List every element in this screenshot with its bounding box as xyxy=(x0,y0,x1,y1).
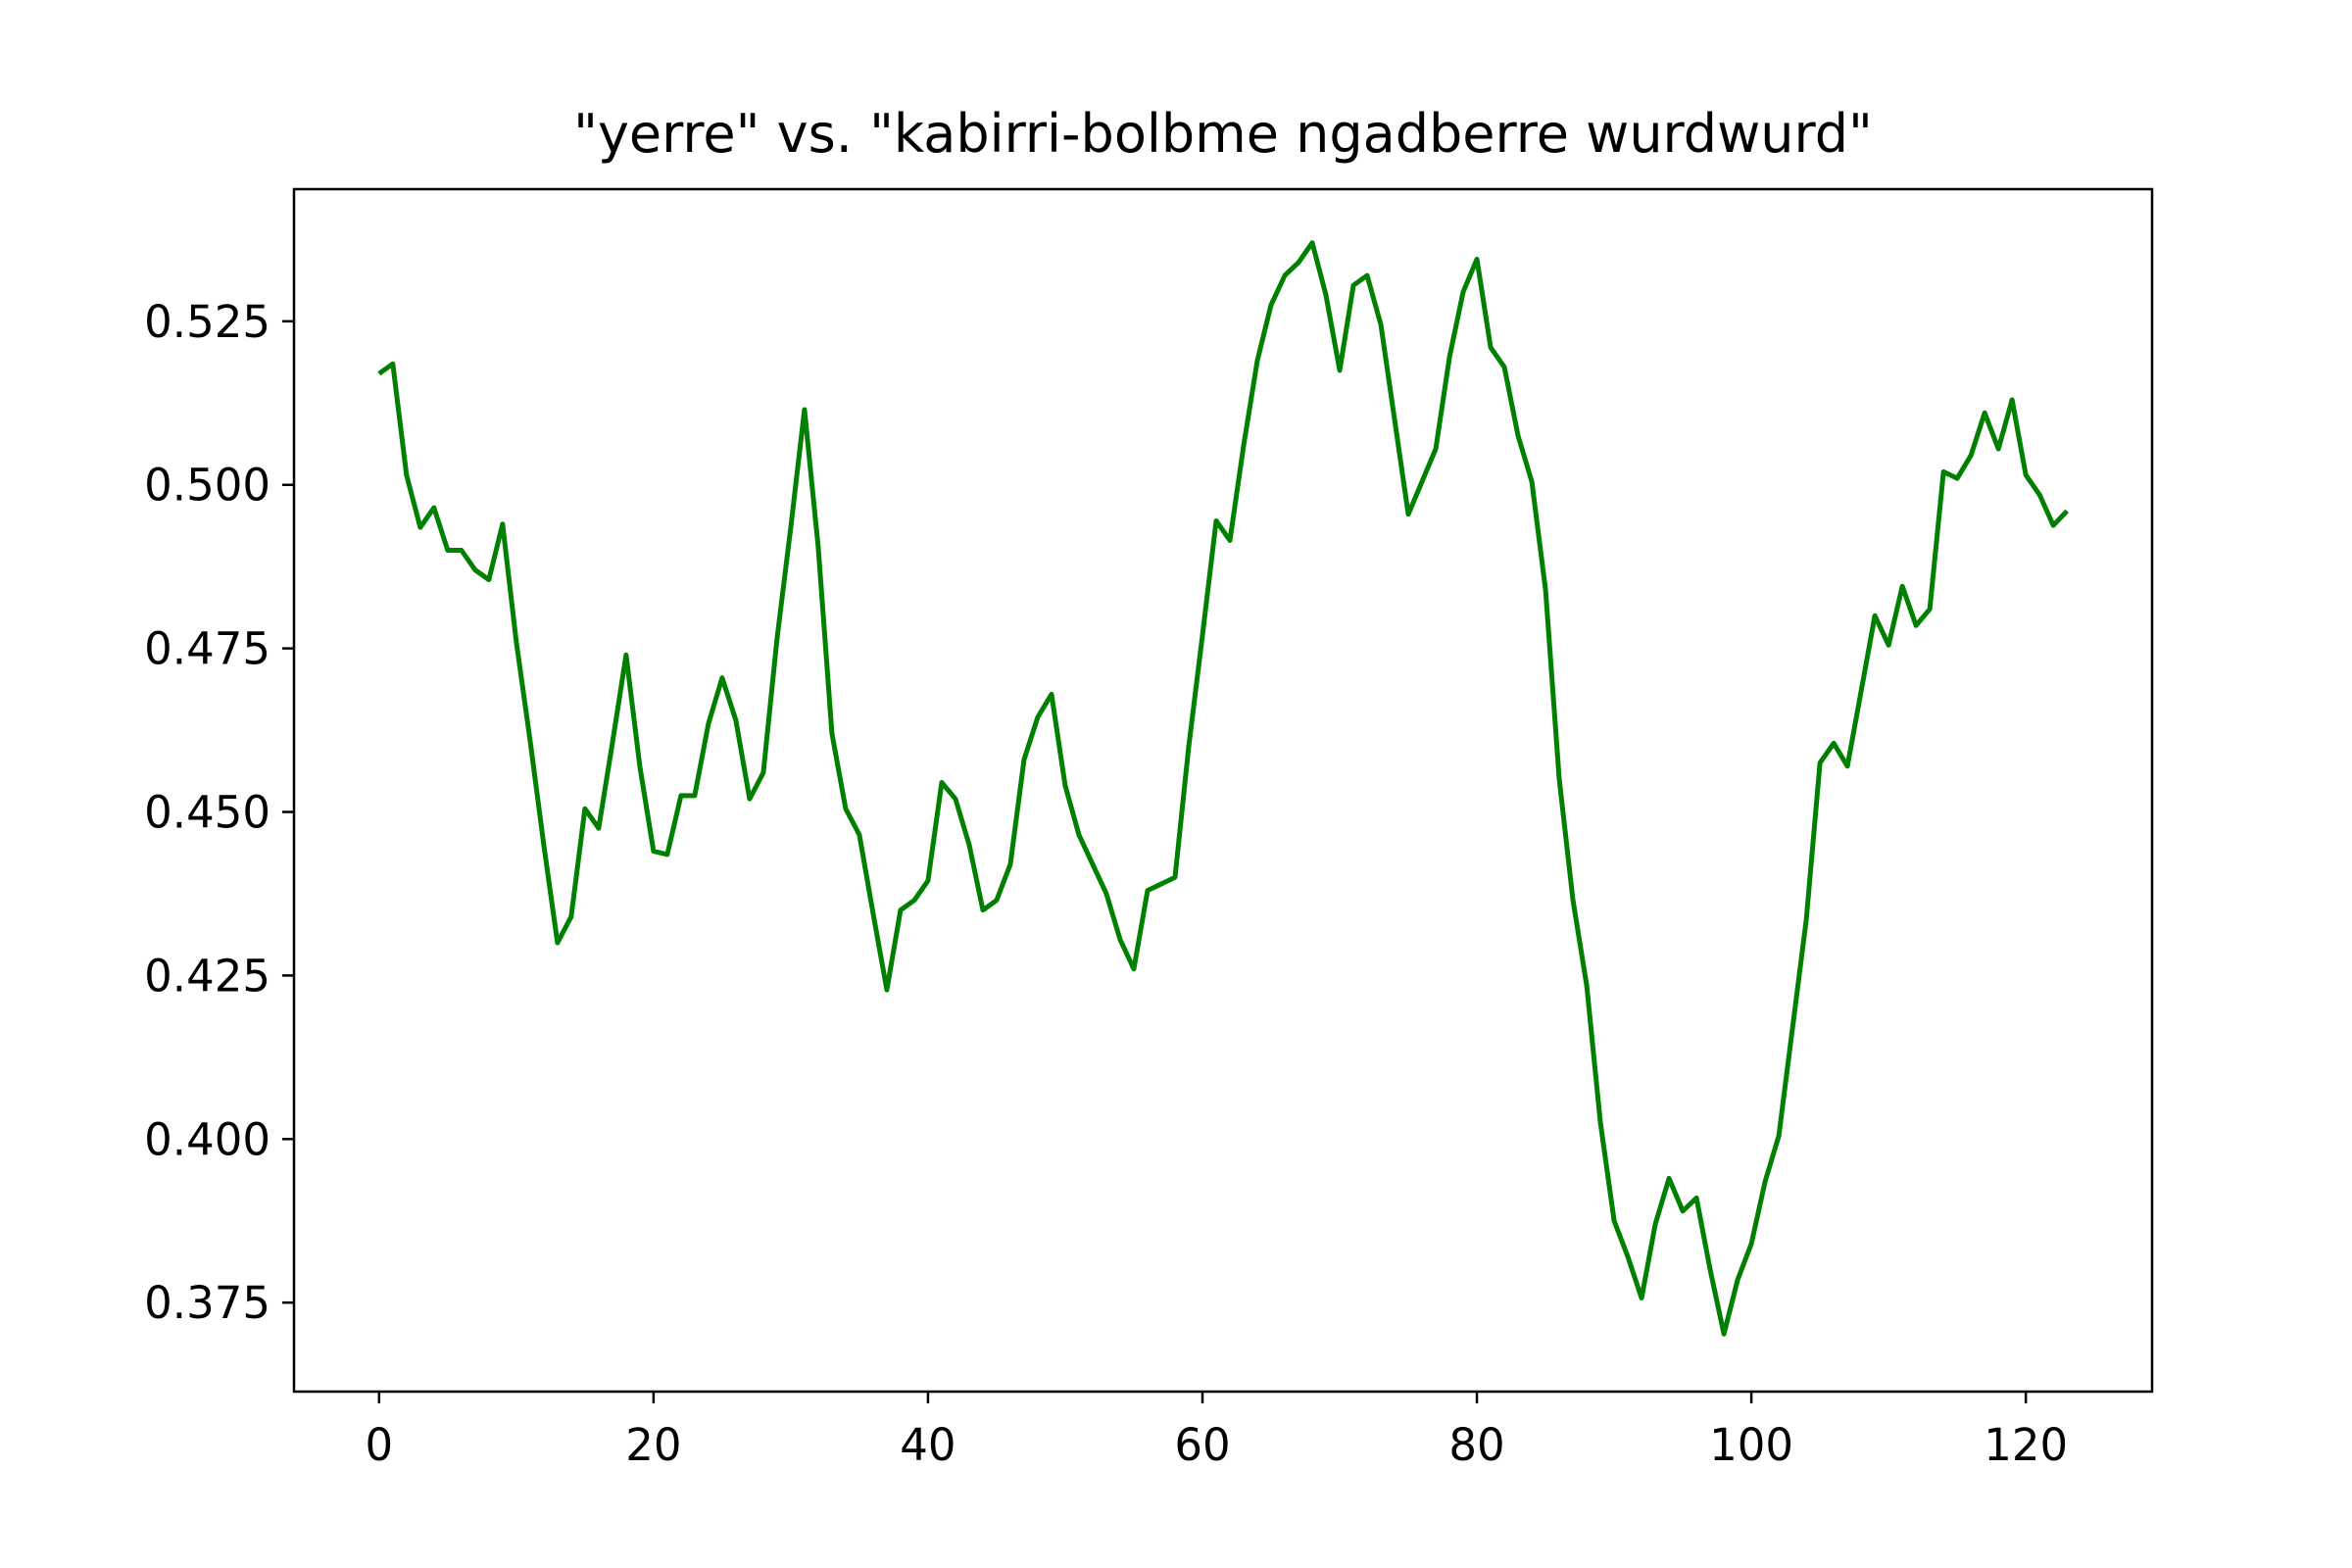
y-tick-label: 0.400 xyxy=(144,1113,270,1165)
series-line-0 xyxy=(377,240,2069,1337)
y-tick-label: 0.475 xyxy=(144,623,270,675)
x-tick-label: 0 xyxy=(365,1419,393,1471)
x-axis: 0 20 40 60 80 100 120 xyxy=(365,1392,2068,1471)
y-tick-label: 0.450 xyxy=(144,787,270,839)
y-tick-label: 0.425 xyxy=(144,950,270,1002)
plot-frame xyxy=(292,187,2154,1394)
y-tick-label: 0.500 xyxy=(144,460,270,512)
y-tick-label: 0.525 xyxy=(144,296,270,348)
x-tick-label: 80 xyxy=(1448,1419,1504,1471)
x-tick-label: 120 xyxy=(1984,1419,2068,1471)
plot-area xyxy=(377,240,2069,1337)
y-tick-label: 0.375 xyxy=(144,1277,270,1329)
y-axis: 0.375 0.400 0.425 0.450 0.475 0.500 0.525 xyxy=(144,296,294,1329)
chart-title: "yerre" vs. "kabirri-bolbme ngadberre wu… xyxy=(573,103,1873,165)
x-tick-label: 20 xyxy=(625,1419,681,1471)
x-tick-label: 60 xyxy=(1174,1419,1230,1471)
x-tick-label: 40 xyxy=(900,1419,956,1471)
x-tick-label: 100 xyxy=(1709,1419,1793,1471)
